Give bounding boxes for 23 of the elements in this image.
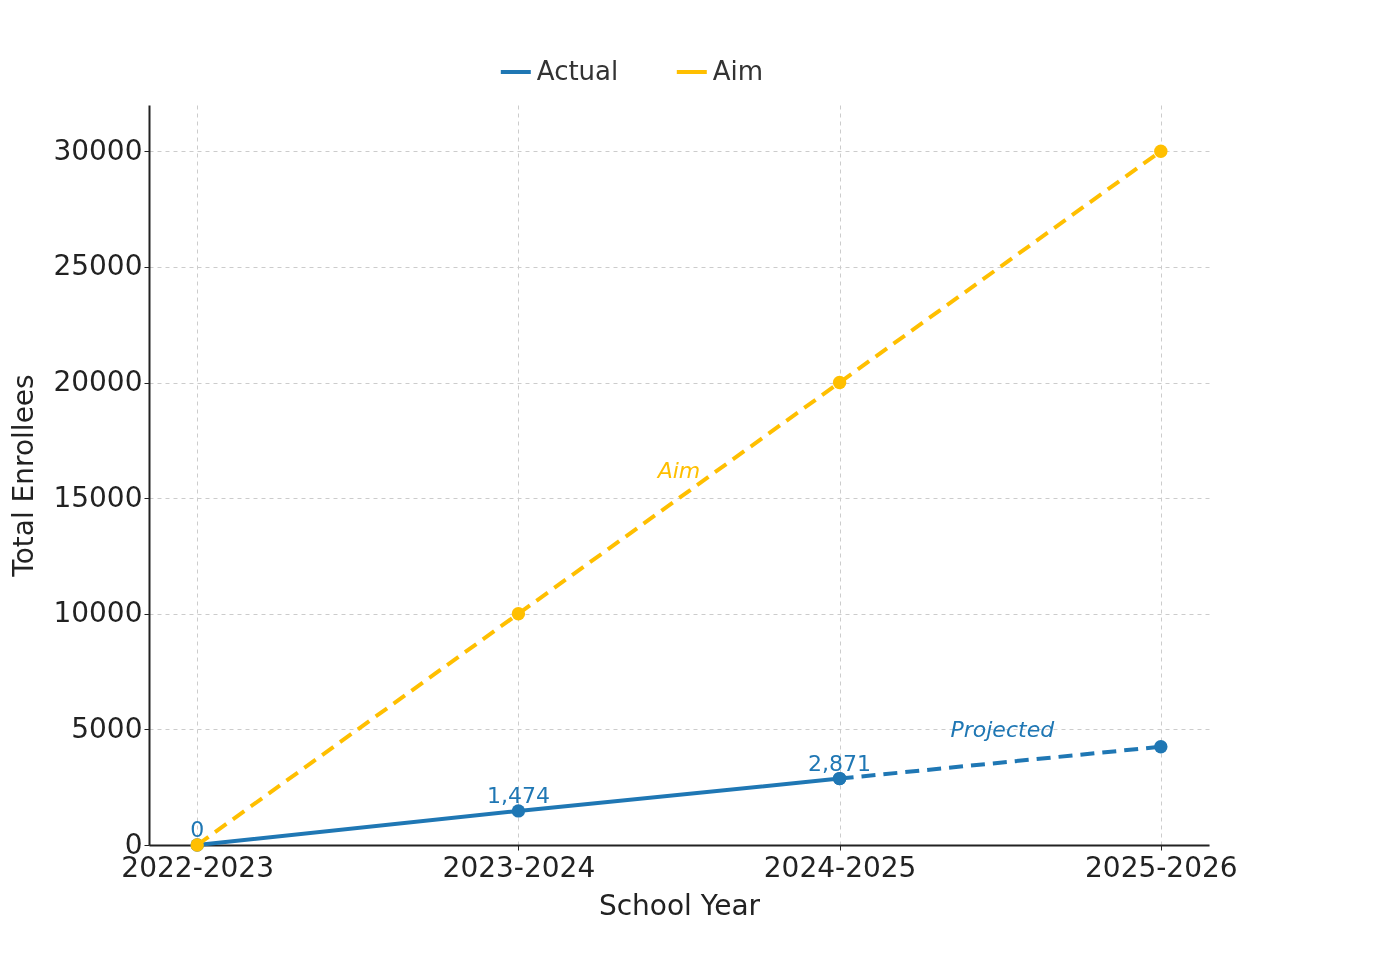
- data-label: 2,871: [808, 750, 872, 776]
- x-axis-title: School Year: [598, 888, 761, 922]
- y-tick-label: 30000: [53, 133, 143, 167]
- y-tick-label: 15000: [53, 480, 143, 514]
- y-tick-label: 10000: [53, 596, 143, 630]
- annotation: Projected: [950, 717, 1056, 743]
- point: [832, 375, 847, 390]
- point: [1154, 740, 1168, 754]
- data-label: 0: [190, 817, 205, 842]
- x-tick-label: 2025-2026: [1085, 850, 1238, 884]
- legend-label: Actual: [536, 56, 619, 86]
- point: [511, 804, 526, 818]
- x-tick-label: 2024-2025: [763, 850, 917, 884]
- annotation: Aim: [655, 458, 701, 484]
- x-tick-label: 2023-2024: [442, 850, 596, 884]
- point: [511, 607, 526, 621]
- y-tick-label: 25000: [53, 249, 143, 283]
- y-axis-title: Total Enrollees: [7, 374, 41, 578]
- point: [1154, 144, 1168, 158]
- y-tick-label: 5000: [71, 711, 143, 745]
- legend-label: Aim: [712, 56, 764, 86]
- y-tick-label: 20000: [53, 365, 143, 398]
- data-label: 1,474: [486, 782, 550, 808]
